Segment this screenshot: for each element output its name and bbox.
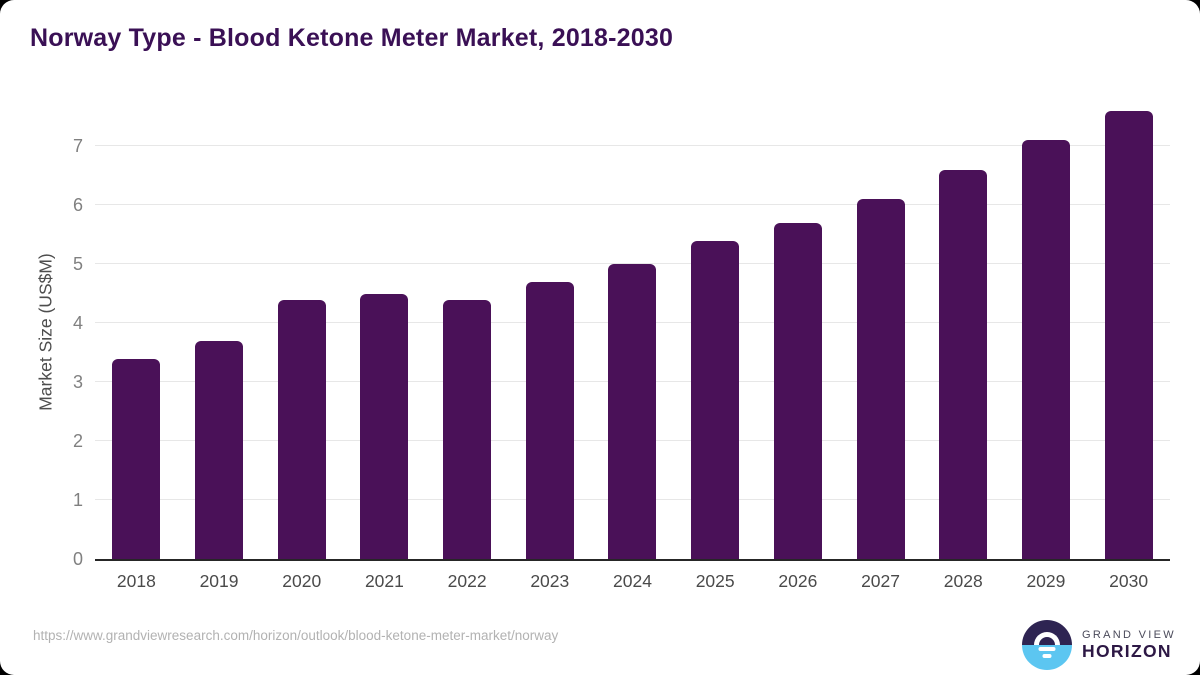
y-tick-label: 0 bbox=[72, 549, 83, 569]
logo-text: GRAND VIEW HORIZON bbox=[1082, 629, 1176, 662]
bar-cell: 2020 bbox=[260, 99, 343, 591]
logo-dome-shape bbox=[1034, 632, 1060, 645]
bar-2026[interactable] bbox=[773, 222, 822, 559]
y-tick-label: 5 bbox=[72, 254, 83, 275]
bar-cell: 2022 bbox=[426, 99, 509, 591]
bar-cell: 2023 bbox=[508, 99, 591, 591]
bar-cell: 2030 bbox=[1087, 99, 1170, 591]
y-tick-label: 7 bbox=[72, 136, 83, 157]
logo-reflection-bar bbox=[1042, 654, 1052, 658]
bar-cell: 2025 bbox=[674, 99, 757, 591]
bar-2020[interactable] bbox=[277, 299, 326, 559]
x-tick-label: 2028 bbox=[943, 571, 983, 591]
bar-2022[interactable] bbox=[443, 299, 492, 559]
bar-2018[interactable] bbox=[112, 358, 161, 559]
y-axis-label: Market Size (US$M) bbox=[35, 253, 56, 411]
x-tick-label: 2024 bbox=[613, 571, 652, 591]
bar-chart-plot-area: 2018 2019 2020 2021 2022 2023 2024 2025 2026 2027… bbox=[73, 99, 1170, 591]
bar-cell: 2029 bbox=[1005, 99, 1088, 591]
x-tick-label: 2030 bbox=[1109, 571, 1149, 591]
bar-cell: 2018 bbox=[95, 99, 178, 591]
bar-2023[interactable] bbox=[525, 281, 574, 559]
logo-reflection-bar bbox=[1038, 647, 1056, 651]
chart-title: Norway Type - Blood Ketone Meter Market,… bbox=[30, 24, 674, 52]
bar-2019[interactable] bbox=[195, 340, 244, 559]
logo-brand-name: GRAND VIEW bbox=[1082, 628, 1176, 641]
bar-cell: 2028 bbox=[922, 99, 1005, 591]
x-tick-label: 2022 bbox=[447, 571, 487, 591]
horizon-sunrise-icon bbox=[1022, 620, 1072, 670]
y-tick-label: 3 bbox=[72, 372, 83, 393]
x-tick-label: 2020 bbox=[282, 571, 322, 591]
gridline bbox=[95, 204, 1170, 206]
bar-cell: 2024 bbox=[591, 99, 674, 591]
x-tick-label: 2027 bbox=[861, 571, 900, 591]
x-tick-label: 2023 bbox=[530, 571, 570, 591]
source-url[interactable]: https://www.grandviewresearch.com/horizo… bbox=[33, 628, 559, 643]
bar-2029[interactable] bbox=[1021, 140, 1070, 559]
bar-cell: 2021 bbox=[343, 99, 426, 591]
grand-view-horizon-logo: GRAND VIEW HORIZON bbox=[1022, 620, 1176, 670]
y-tick-label: 2 bbox=[72, 431, 83, 452]
logo-product-name: HORIZON bbox=[1082, 641, 1172, 662]
bar-2025[interactable] bbox=[691, 240, 740, 559]
bar-2028[interactable] bbox=[939, 169, 988, 559]
bar-cell: 2019 bbox=[178, 99, 261, 591]
gridline bbox=[95, 263, 1170, 265]
x-tick-label: 2021 bbox=[364, 571, 404, 591]
bar-2027[interactable] bbox=[856, 199, 905, 559]
x-tick-label: 2025 bbox=[695, 571, 735, 591]
bars-container: 2018 2019 2020 2021 2022 2023 2024 2025 2026 2027… bbox=[95, 99, 1170, 591]
bar-cell: 2026 bbox=[757, 99, 840, 591]
x-tick-label: 2018 bbox=[116, 571, 156, 591]
gridline bbox=[95, 145, 1170, 147]
bar-2030[interactable] bbox=[1104, 110, 1153, 559]
x-tick-label: 2026 bbox=[778, 571, 818, 591]
y-tick-label: 4 bbox=[72, 313, 83, 334]
x-tick-label: 2029 bbox=[1026, 571, 1066, 591]
x-tick-label: 2019 bbox=[199, 571, 239, 591]
y-tick-label: 6 bbox=[72, 195, 83, 216]
bar-2021[interactable] bbox=[360, 293, 409, 559]
bar-cell: 2027 bbox=[839, 99, 922, 591]
bar-2024[interactable] bbox=[608, 264, 657, 559]
y-tick-label: 1 bbox=[72, 490, 83, 511]
